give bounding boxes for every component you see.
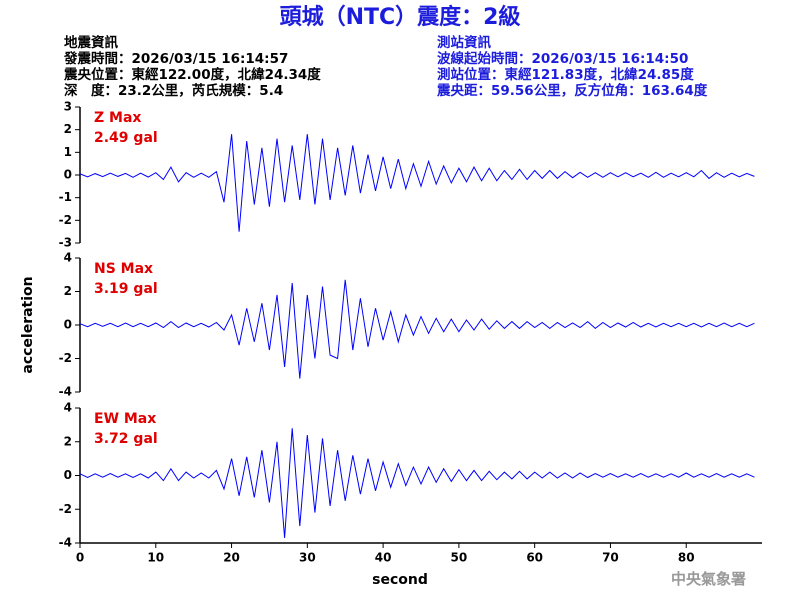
x-tick-label: 50	[451, 551, 468, 565]
waveform	[79, 134, 755, 232]
station-info: 測站資訊	[437, 34, 491, 51]
y-tick-label: 2	[64, 434, 72, 448]
x-tick-label: 70	[602, 551, 619, 565]
x-tick-label: 80	[678, 551, 695, 565]
y-tick-label: -4	[59, 385, 72, 399]
y-tick-label: 4	[64, 401, 72, 415]
station-info: 波線起始時間：2026/03/15 16:14:50	[437, 50, 688, 67]
max-label: 3.72 gal	[94, 431, 158, 447]
y-tick-label: 2	[64, 122, 72, 136]
event-info: 地震資訊	[64, 34, 118, 51]
y-tick-label: -4	[59, 536, 72, 550]
y-tick-label: 0	[64, 168, 72, 182]
x-tick-label: 20	[223, 551, 240, 565]
x-tick-label: 60	[526, 551, 543, 565]
x-tick-label: 0	[76, 551, 84, 565]
chart-title: 頭城（NTC）震度：2級	[280, 4, 521, 30]
waveform	[79, 428, 755, 538]
y-tick-label: 3	[64, 100, 72, 114]
y-tick-label: -2	[59, 351, 72, 365]
y-tick-label: -1	[59, 190, 72, 204]
component-label: NS Max	[94, 261, 153, 277]
station-info: 測站位置：東經121.83度，北緯24.85度	[437, 66, 694, 83]
x-axis-label: second	[372, 572, 428, 588]
y-tick-label: -2	[59, 213, 72, 227]
x-tick-label: 10	[147, 551, 164, 565]
x-tick-label: 40	[375, 551, 392, 565]
y-tick-label: 4	[64, 251, 72, 265]
y-axis-label: acceleration	[20, 276, 36, 373]
station-info: 震央距：59.56公里，反方位角：163.64度	[436, 82, 708, 99]
waveform	[79, 279, 755, 379]
x-tick-label: 30	[299, 551, 316, 565]
y-tick-label: 1	[64, 145, 72, 159]
max-label: 3.19 gal	[94, 281, 158, 297]
y-tick-label: 0	[64, 468, 72, 482]
event-info: 深 度：23.2公里，芮氏規模：5.4	[64, 82, 283, 99]
component-label: EW Max	[94, 411, 156, 427]
component-label: Z Max	[94, 110, 141, 126]
y-tick-label: -3	[59, 236, 72, 250]
y-tick-label: -2	[59, 502, 72, 516]
y-tick-label: 0	[64, 318, 72, 332]
event-info: 震央位置：東經122.00度，北緯24.34度	[63, 66, 321, 83]
max-label: 2.49 gal	[94, 130, 158, 146]
event-info: 發震時間：2026/03/15 16:14:57	[63, 50, 288, 67]
footer: 中央氣象署	[671, 570, 746, 588]
y-tick-label: 2	[64, 284, 72, 298]
